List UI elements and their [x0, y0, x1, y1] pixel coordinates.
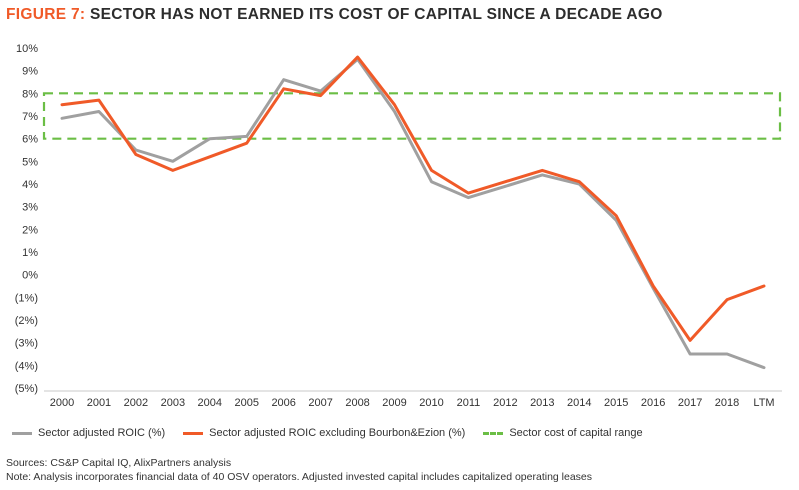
- x-tick-label: 2003: [161, 397, 185, 409]
- legend-label-band: Sector cost of capital range: [509, 427, 643, 439]
- x-tick-label: 2000: [50, 397, 74, 409]
- x-tick-label: 2008: [345, 397, 369, 409]
- x-tick-label: 2017: [678, 397, 702, 409]
- y-tick-label: 2%: [22, 224, 38, 236]
- chart-title: FIGURE 7: SECTOR HAS NOT EARNED ITS COST…: [6, 6, 663, 24]
- x-tick-label: 2012: [493, 397, 517, 409]
- notes: Sources: CS&P Capital IQ, AlixPartners a…: [6, 456, 592, 484]
- y-tick-label: (4%): [15, 360, 38, 372]
- x-tick-label: 2009: [382, 397, 406, 409]
- y-tick-label: (5%): [15, 383, 38, 395]
- x-tick-label: 2005: [234, 397, 258, 409]
- y-tick-label: 8%: [22, 88, 38, 100]
- y-tick-label: 10%: [16, 43, 38, 55]
- y-tick-label: 0%: [22, 270, 38, 282]
- legend-item-grey: Sector adjusted ROIC (%): [12, 427, 165, 439]
- series-line-roic-excl-bourbon-ezion: [60, 55, 766, 342]
- x-tick-label: 2001: [87, 397, 111, 409]
- x-tick-label: 2016: [641, 397, 665, 409]
- note-text: Note: Analysis incorporates financial da…: [6, 471, 593, 483]
- y-tick-label: 4%: [22, 179, 38, 191]
- x-tick-label: 2014: [567, 397, 591, 409]
- series-line-adjusted-roic: [60, 57, 766, 370]
- x-tick-label: 2004: [198, 397, 222, 409]
- x-tick-label: 2010: [419, 397, 443, 409]
- x-tick-label: 2002: [124, 397, 148, 409]
- y-tick-label: 7%: [22, 111, 38, 123]
- y-tick-label: (2%): [15, 315, 38, 327]
- legend-item-band: Sector cost of capital range: [483, 427, 643, 439]
- y-tick-label: 5%: [22, 156, 38, 168]
- x-tick-label: 2007: [308, 397, 332, 409]
- series-group: [60, 55, 766, 370]
- sources-text: Sources: CS&P Capital IQ, AlixPartners a…: [6, 457, 232, 469]
- legend-item-orange: Sector adjusted ROIC excluding Bourbon&E…: [183, 427, 465, 439]
- figure-label: FIGURE 7:: [6, 6, 86, 23]
- x-tick-label: LTM: [753, 397, 774, 409]
- x-tick-label: 2013: [530, 397, 554, 409]
- y-tick-label: 3%: [22, 202, 38, 214]
- x-tick-label: 2015: [604, 397, 628, 409]
- y-tick-label: (3%): [15, 338, 38, 350]
- y-axis: 10% 9% 8% 7% 6% 5% 4% 3% 2% 1% 0% (1%) (2%) (3%) (4%) (…: [15, 43, 38, 395]
- y-tick-label: (1%): [15, 292, 38, 304]
- legend: Sector adjusted ROIC (%) Sector adjusted…: [12, 427, 661, 439]
- legend-swatch-grey: [12, 431, 32, 435]
- cost-of-capital-band: [42, 92, 782, 140]
- y-tick-label: 6%: [22, 134, 38, 146]
- line-chart: 10% 9% 8% 7% 6% 5% 4% 3% 2% 1% 0% (1%) (2%) (3%) (4%) (…: [15, 43, 782, 409]
- y-tick-label: 9%: [22, 66, 38, 78]
- chart-title-text: SECTOR HAS NOT EARNED ITS COST OF CAPITA…: [89, 6, 663, 23]
- y-tick-label: 1%: [22, 247, 38, 259]
- x-axis: 2000 2001 2002 2003 2004 2005 2006 2007 2008 2009…: [50, 397, 775, 409]
- x-tick-label: 2011: [457, 397, 481, 409]
- legend-swatch-orange: [183, 431, 204, 435]
- x-tick-label: 2006: [271, 397, 295, 409]
- legend-label-orange: Sector adjusted ROIC excluding Bourbon&E…: [209, 427, 466, 439]
- legend-swatch-band: [483, 431, 504, 435]
- legend-label-grey: Sector adjusted ROIC (%): [38, 427, 166, 439]
- x-tick-label: 2018: [715, 397, 739, 409]
